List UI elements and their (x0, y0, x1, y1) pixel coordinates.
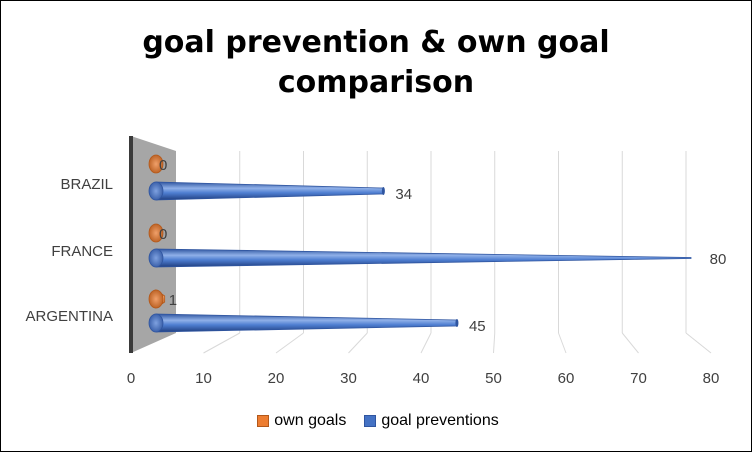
goal-preventions-data-label: 45 (469, 318, 486, 335)
x-tick-label: 20 (268, 370, 285, 387)
own-goals-bar-base (148, 223, 164, 243)
goal-preventions-bar (155, 248, 692, 268)
category-label: FRANCE (51, 243, 113, 260)
gridline-floor (493, 332, 496, 354)
x-tick-label: 30 (340, 370, 357, 387)
x-axis-ticks: 0 10 20 30 40 50 60 70 80 (127, 370, 720, 387)
category-label: BRAZIL (60, 176, 113, 193)
data-labels-layer: 45 1 80 0 34 0 (159, 157, 726, 335)
goal-preventions-bar-tip (455, 319, 459, 327)
legend-item-goal-preventions: goal preventions (364, 412, 499, 430)
goal-preventions-data-label: 34 (395, 186, 412, 203)
x-tick-label: 0 (127, 370, 135, 387)
gridline-floor (348, 332, 368, 354)
goal-preventions-data-label: 80 (710, 251, 727, 268)
goal-preventions-bar (155, 181, 384, 201)
x-tick-label: 60 (558, 370, 575, 387)
grid-layer (203, 151, 712, 354)
x-tick-label: 50 (485, 370, 502, 387)
legend-swatch-goal-preventions (364, 415, 377, 427)
legend-label-goal-preventions: goal preventions (381, 412, 499, 429)
legend-swatch-own-goals (257, 415, 270, 427)
gridline-floor (621, 332, 639, 354)
category-label: ARGENTINA (25, 308, 113, 325)
x-tick-label: 10 (195, 370, 212, 387)
own-goals-data-label: 1 (169, 292, 177, 309)
chart-title-line-1: goal prevention & own goal (142, 25, 610, 60)
gridline-floor (203, 332, 240, 354)
x-tick-label: 70 (630, 370, 647, 387)
legend: own goals goal preventions (233, 406, 523, 436)
legend-item-own-goals: own goals (257, 412, 346, 430)
goal-preventions-bar-base (148, 313, 164, 333)
goal-preventions-bar-base (148, 181, 164, 201)
goal-preventions-bar-base (148, 248, 164, 268)
legend-label-own-goals: own goals (274, 412, 347, 429)
gridline-floor (558, 332, 567, 354)
gridline-floor (275, 332, 304, 354)
bars-layer (148, 154, 692, 333)
x-tick-label: 80 (703, 370, 720, 387)
chart-title-line-2: comparison (277, 65, 475, 100)
own-goals-bar-base (148, 289, 164, 309)
chart-title: goal prevention & own goal comparison (1, 23, 751, 103)
x-tick-label: 40 (413, 370, 430, 387)
goal-preventions-bar (155, 313, 458, 333)
own-goals-data-label: 0 (159, 226, 167, 243)
y-axis-categories: ARGENTINA FRANCE BRAZIL (25, 176, 113, 325)
own-goals-data-label: 0 (159, 157, 167, 174)
gridline-floor (685, 332, 712, 354)
goal-preventions-bar-tip (381, 187, 385, 195)
own-goals-bar-base (148, 154, 164, 174)
gridline-floor (420, 332, 432, 354)
